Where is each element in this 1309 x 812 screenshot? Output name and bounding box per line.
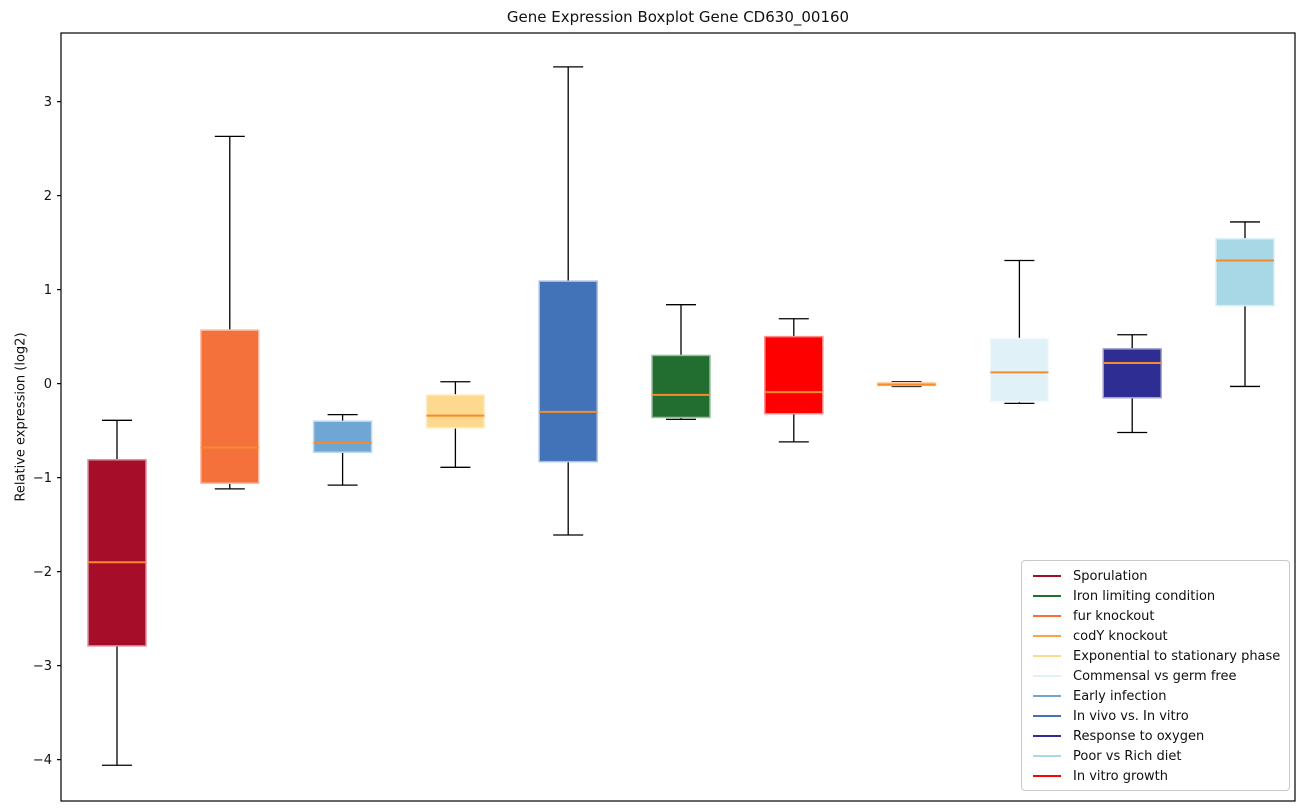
legend-item-response-to-oxygen: Response to oxygen (1029, 726, 1281, 746)
box-iron-limiting-condition (651, 304, 711, 421)
y-tick-label: 3 (44, 95, 52, 110)
legend-item-iron-limiting-condition: Iron limiting condition (1029, 586, 1281, 606)
box-fur-knockout (200, 135, 260, 490)
legend-label: Response to oxygen (1073, 728, 1205, 744)
box-in-vivo-vs-in-vitro (538, 66, 598, 536)
y-tick-label: −2 (33, 565, 52, 580)
legend-item-cody-knockout: codY knockout (1029, 626, 1281, 646)
legend-color-swatch (1033, 775, 1061, 777)
legend-label: Early infection (1073, 688, 1167, 704)
iqr-box (989, 337, 1050, 403)
iqr-box (764, 335, 824, 415)
legend-item-sporulation: Sporulation (1029, 566, 1281, 586)
box-commensal-vs-germ-free (989, 259, 1050, 405)
legend-color-swatch (1033, 595, 1061, 597)
legend-color-swatch (1033, 695, 1061, 697)
y-tick-label: −1 (33, 471, 52, 486)
legend-label: fur knockout (1073, 608, 1155, 624)
chart-title: Gene Expression Boxplot Gene CD630_00160 (506, 8, 850, 26)
legend-item-commensal-vs-germ-free: Commensal vs germ free (1029, 666, 1281, 686)
legend-label: codY knockout (1073, 628, 1168, 644)
legend-color-swatch (1033, 635, 1061, 637)
legend-item-early-infection: Early infection (1029, 686, 1281, 706)
legend-item-fur-knockout: fur knockout (1029, 606, 1281, 626)
y-tick-label: −3 (33, 659, 52, 674)
box-exponential-to-stationary-phase (425, 381, 486, 468)
legend-color-swatch (1033, 575, 1061, 577)
iqr-box (87, 459, 147, 647)
iqr-box (200, 329, 260, 485)
y-tick-label: 2 (44, 189, 52, 204)
legend-item-in-vitro-growth: In vitro growth (1029, 766, 1281, 786)
legend-color-swatch (1033, 755, 1061, 757)
y-tick-label: 1 (44, 283, 52, 298)
legend-color-swatch (1033, 615, 1061, 617)
legend-item-exponential-to-stationary-phase: Exponential to stationary phase (1029, 646, 1281, 666)
iqr-box (538, 280, 598, 463)
legend-label: In vivo vs. In vitro (1073, 708, 1189, 724)
legend-color-swatch (1033, 675, 1061, 677)
box-early-infection (312, 413, 373, 486)
box-in-vitro-growth (764, 318, 824, 443)
iqr-box (312, 420, 373, 454)
legend-label: In vitro growth (1073, 768, 1168, 784)
legend-item-in-vivo-vs-in-vitro: In vivo vs. In vitro (1029, 706, 1281, 726)
legend-label: Commensal vs germ free (1073, 668, 1237, 684)
y-tick-label: 0 (44, 377, 52, 392)
legend-color-swatch (1033, 735, 1061, 737)
iqr-box (425, 394, 486, 429)
y-tick-label: −4 (33, 753, 52, 768)
box-poor-vs-rich-diet (1215, 221, 1275, 388)
legend-color-swatch (1033, 655, 1061, 657)
iqr-box (1215, 238, 1275, 307)
box-cody-knockout (876, 381, 937, 388)
legend-label: Iron limiting condition (1073, 588, 1216, 604)
legend-label: Poor vs Rich diet (1073, 748, 1182, 764)
axes-frame (60, 32, 1296, 802)
legend-label: Sporulation (1073, 568, 1148, 584)
legend-color-swatch (1033, 715, 1061, 717)
iqr-box (1102, 348, 1162, 399)
box-response-to-oxygen (1102, 334, 1162, 434)
iqr-box (651, 354, 711, 419)
legend-item-poor-vs-rich-diet: Poor vs Rich diet (1029, 746, 1281, 766)
legend: Sporulation Iron limiting condition fur kn… (1021, 560, 1290, 791)
box-sporulation (87, 419, 147, 766)
legend-label: Exponential to stationary phase (1073, 648, 1281, 664)
